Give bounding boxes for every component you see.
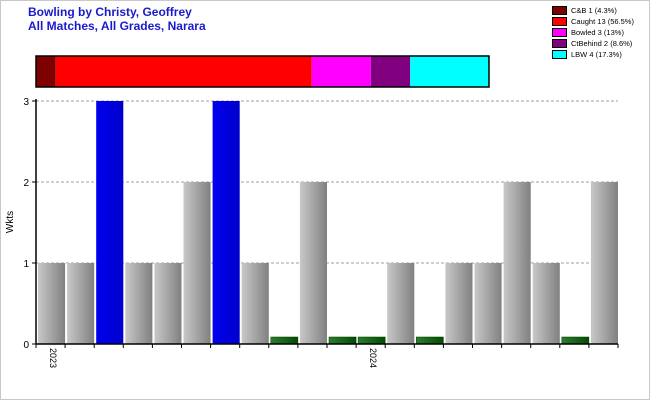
stack-segment-bowled bbox=[311, 56, 371, 87]
legend-item: Caught 13 (56.5%) bbox=[552, 16, 634, 27]
legend-label: LBW 4 (17.3%) bbox=[571, 50, 622, 59]
legend-swatch bbox=[552, 50, 567, 59]
bar bbox=[474, 263, 502, 344]
y-tick-label: 3 bbox=[23, 97, 29, 108]
y-axis-label: Wkts bbox=[5, 211, 16, 233]
bar bbox=[183, 182, 211, 344]
bar bbox=[503, 182, 531, 344]
dismissal-stacked-bar bbox=[35, 55, 490, 88]
legend: C&B 1 (4.3%) Caught 13 (56.5%) Bowled 3 (1… bbox=[552, 5, 634, 60]
bar bbox=[416, 336, 444, 345]
x-tick-label: 2023 bbox=[48, 348, 58, 368]
legend-item: LBW 4 (17.3%) bbox=[552, 49, 634, 60]
legend-item: C&B 1 (4.3%) bbox=[552, 5, 634, 16]
bar bbox=[154, 263, 182, 344]
legend-label: Caught 13 (56.5%) bbox=[571, 17, 634, 26]
bar bbox=[96, 101, 124, 344]
bar bbox=[241, 263, 269, 344]
axes: 0 1 2 3 2023 2024 Wkts bbox=[5, 97, 619, 368]
bar bbox=[590, 182, 618, 344]
y-tick-label: 2 bbox=[23, 178, 29, 189]
x-tick-label: 2024 bbox=[368, 348, 378, 368]
legend-swatch bbox=[552, 17, 567, 26]
y-tick-label: 1 bbox=[23, 259, 29, 270]
bar bbox=[387, 263, 415, 344]
y-tick-label: 0 bbox=[23, 340, 29, 351]
bar bbox=[38, 263, 66, 344]
stack-segment-cb bbox=[36, 56, 56, 87]
bar bbox=[125, 263, 153, 344]
bar bbox=[67, 263, 95, 344]
bar bbox=[445, 263, 473, 344]
legend-swatch bbox=[552, 39, 567, 48]
legend-item: Bowled 3 (13%) bbox=[552, 27, 634, 38]
bar bbox=[299, 182, 327, 344]
stack-segment-ctbehind bbox=[370, 56, 411, 87]
bar bbox=[532, 263, 560, 344]
bars bbox=[38, 101, 618, 345]
legend-swatch bbox=[552, 6, 567, 15]
legend-label: C&B 1 (4.3%) bbox=[571, 6, 617, 15]
stack-outline bbox=[35, 55, 490, 88]
bar bbox=[561, 336, 590, 345]
legend-label: Bowled 3 (13%) bbox=[571, 28, 624, 37]
stack-segment-caught bbox=[55, 56, 312, 87]
bar bbox=[328, 336, 357, 345]
legend-label: CtBehind 2 (8.6%) bbox=[571, 39, 633, 48]
stack-segment-lbw bbox=[410, 56, 489, 87]
legend-swatch bbox=[552, 28, 567, 37]
chart-subtitle: All Matches, All Grades, Narara bbox=[28, 19, 206, 33]
bar bbox=[212, 101, 240, 344]
bar bbox=[357, 336, 386, 345]
bar bbox=[270, 336, 299, 345]
chart-title: Bowling by Christy, Geoffrey bbox=[28, 5, 192, 19]
legend-item: CtBehind 2 (8.6%) bbox=[552, 38, 634, 49]
